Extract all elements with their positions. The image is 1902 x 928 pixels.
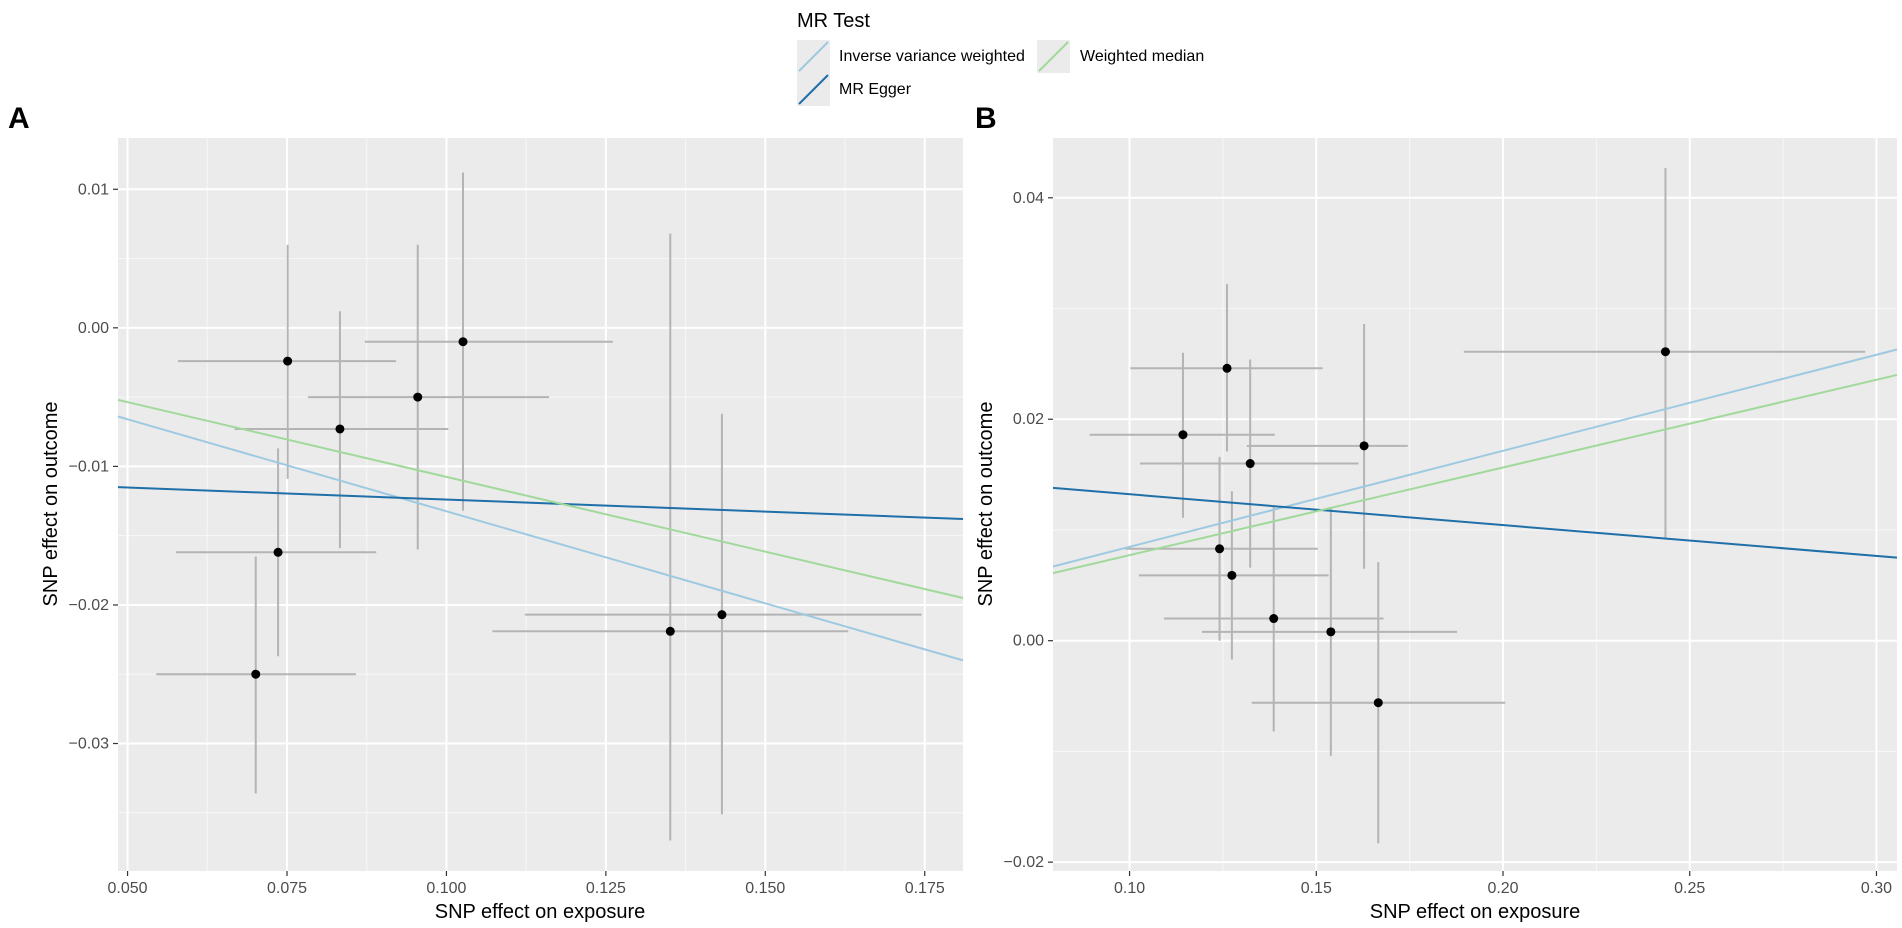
regression-line-inverse-variance-weighted [1052,348,1898,568]
major-gridlines [1053,138,1897,871]
y-tick-label: 0.00 [78,320,109,337]
x-tick-label: 0.25 [1674,880,1705,897]
x-axis-ticks: 0.10 0.15 0.20 0.25 0.30 [1114,871,1892,897]
data-point [458,337,468,347]
y-tick-label: 0.00 [1013,633,1044,650]
x-tick-label: 0.050 [108,880,148,897]
plot-background [1053,138,1897,871]
data-point [251,669,261,679]
y-tick-label: −0.02 [69,597,110,614]
data-point [1326,627,1336,637]
y-tick-label: −0.03 [69,736,110,753]
regression-line-inverse-variance-weighted [117,415,964,662]
regression-lines [117,398,964,662]
legend-item-ivw: Inverse variance weighted [797,40,1025,73]
legend-item-wm: Weighted median [1037,40,1204,73]
legend-label-ivw: Inverse variance weighted [839,48,1025,65]
x-axis-label: SNP effect on exposure [435,901,646,923]
regression-line-mr-egger [117,486,964,521]
y-axis-label: SNP effect on outcome [975,402,997,607]
data-points [251,337,727,679]
y-tick-label: −0.01 [69,458,110,475]
legend: MR Test Inverse variance weighted MR Egg… [797,10,1204,106]
data-points [1178,347,1670,708]
data-point [1222,363,1232,373]
legend-key-wm-line [1038,41,1069,72]
data-point [273,547,283,557]
data-point [1227,570,1237,580]
data-point [665,626,675,636]
x-tick-label: 0.125 [586,880,626,897]
legend-key-ivw-line [798,41,829,72]
x-axis-label: SNP effect on exposure [1370,901,1581,923]
data-point [283,356,293,366]
x-tick-label: 0.100 [426,880,466,897]
legend-item-egger: MR Egger [797,73,912,106]
plot-background [118,138,963,871]
legend-label-wm: Weighted median [1080,48,1204,65]
data-point [335,424,345,434]
data-point [1178,430,1188,440]
data-point [413,392,423,402]
x-tick-label: 0.075 [267,880,307,897]
data-point [1660,347,1670,357]
y-tick-label: −0.02 [1004,854,1045,871]
regression-line-mr-egger [1052,486,1898,559]
y-tick-label: 0.04 [1013,190,1044,207]
y-axis-ticks: −0.03 −0.02 −0.01 0.00 0.01 [69,181,118,753]
y-tick-label: 0.02 [1013,411,1044,428]
data-point [1245,459,1255,469]
x-tick-label: 0.30 [1861,880,1892,897]
panel-label-a: A [8,102,30,135]
minor-gridlines [1053,138,1897,871]
regression-line-weighted-median [1052,373,1898,575]
x-tick-label: 0.10 [1114,880,1145,897]
y-axis-label: SNP effect on outcome [40,402,62,607]
regression-line-weighted-median [117,398,964,600]
data-point [1359,441,1369,451]
y-tick-label: 0.01 [78,181,109,198]
x-tick-label: 0.150 [745,880,785,897]
regression-lines [1052,348,1898,575]
x-axis-ticks: 0.050 0.075 0.100 0.125 0.150 0.175 [108,871,945,897]
legend-title: MR Test [797,10,870,32]
data-point [717,610,727,620]
data-point [1215,544,1225,554]
data-point [1373,698,1383,708]
panel-b: B 0.10 0.15 0.20 0.25 0.30 −0.02 0.00 0.02 0.04… [975,102,1898,923]
y-axis-ticks: −0.02 0.00 0.02 0.04 [1004,190,1053,871]
panel-a: A 0.050 0.075 0.100 0.125 0.150 0.175 −0.03−0… [8,102,964,923]
legend-label-egger: MR Egger [839,81,912,98]
data-point [1269,614,1279,624]
x-tick-label: 0.175 [905,880,945,897]
x-tick-label: 0.15 [1301,880,1332,897]
x-tick-label: 0.20 [1487,880,1518,897]
legend-key-egger-line [798,74,829,105]
panel-label-b: B [975,102,997,135]
